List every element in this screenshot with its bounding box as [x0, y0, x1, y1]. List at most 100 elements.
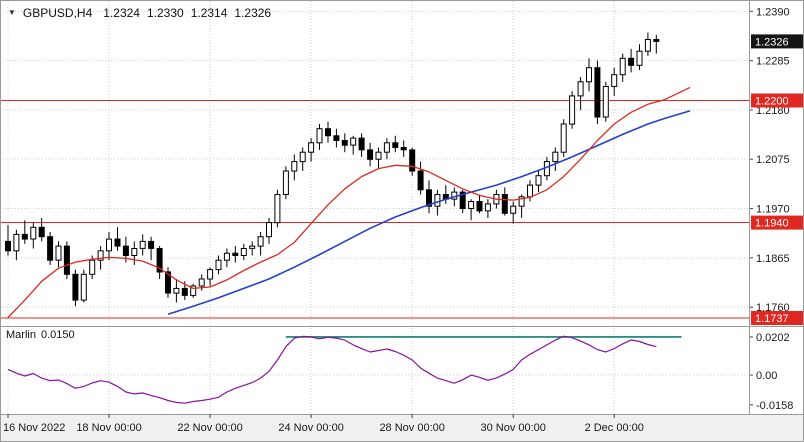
ohlc-high-value: 1.2330 [146, 6, 184, 20]
candle-body [316, 128, 323, 144]
candle-body [207, 269, 214, 280]
ohlc-open-value: 1.2324 [103, 6, 140, 20]
candle-body [257, 236, 264, 247]
candle-body [198, 278, 205, 287]
candle-body [358, 137, 365, 151]
candle-body [122, 245, 129, 257]
ohlc-low-value: 1.2314 [190, 6, 228, 20]
candle-body [426, 189, 432, 207]
candle-body [510, 205, 517, 214]
candle-body [619, 57, 626, 76]
candle-body [308, 142, 315, 153]
time-axis[interactable]: 16 Nov 2022 18 Nov 00:00 22 Nov 00:00 24 No… [3, 414, 644, 434]
candle-body [232, 252, 239, 256]
candle-body [291, 161, 298, 172]
candle-body [13, 233, 20, 252]
price-tick-label: 1.1865 [756, 253, 790, 265]
candle-body [434, 194, 441, 207]
ohlc-close-value: 1.2326 [234, 6, 272, 20]
candle-body [350, 137, 357, 146]
candle-body [325, 128, 331, 137]
candle-body [611, 74, 618, 87]
candle-body [131, 248, 138, 256]
candle-body [535, 175, 542, 186]
candle-body [55, 245, 62, 261]
price-tick-label: 1.2285 [756, 56, 790, 68]
candle-body [156, 248, 163, 273]
level-price-badge-text: 1.1737 [755, 313, 789, 325]
candle-body [552, 151, 559, 163]
candle-body [240, 248, 247, 256]
price-tick-label: 1.2180 [756, 105, 790, 117]
ma-slow-blue-line [167, 110, 691, 315]
time-tick-label: 22 Nov 00:00 [177, 422, 242, 434]
price-tick-label: 1.2075 [756, 154, 790, 166]
indicator-name: Marlin [6, 329, 36, 341]
candle-body [38, 226, 45, 238]
candle-body [47, 236, 54, 261]
candle-body [173, 287, 180, 294]
time-axis-background[interactable] [0, 414, 804, 442]
candle-body [484, 203, 491, 212]
candle-body [181, 287, 188, 296]
candle-body [501, 194, 508, 214]
candle-body [518, 196, 525, 207]
candle-body [628, 57, 635, 66]
candle-body [367, 149, 374, 160]
level-price-badge [751, 93, 803, 108]
candle-body [165, 271, 171, 294]
candle-body [392, 142, 399, 149]
current-price-badge [751, 34, 803, 49]
marlin-oscillator-line [7, 335, 657, 404]
time-tick-label: 30 Nov 00:00 [480, 422, 545, 434]
candle-body [97, 250, 104, 261]
candle-body [527, 184, 533, 198]
price-axis[interactable]: 1.2390 1.2285 1.2180 1.2075 1.1970 1.1865 1.17… [750, 6, 803, 412]
candle-body [341, 140, 348, 146]
candle-body [114, 238, 121, 247]
candle-body [106, 238, 112, 252]
level-price-badge [751, 311, 803, 325]
candle-body [653, 39, 660, 42]
chart-header: ▼ GBPUSD,H4 1.2324 1.2330 1.2314 1.2326 [8, 6, 271, 20]
indicator-tick-label: -0.0158 [756, 400, 793, 412]
candle-body [602, 86, 609, 118]
level-price-badge [751, 215, 803, 230]
candle-body [148, 240, 155, 249]
price-tick-label: 1.1970 [756, 204, 790, 216]
candle-body [400, 147, 407, 151]
candle-body [468, 201, 475, 209]
candle-body [560, 123, 567, 153]
symbol-dropdown-icon[interactable]: ▼ [8, 8, 16, 17]
indicator-tick-label: 0.00 [756, 370, 777, 382]
candle-body [274, 194, 281, 224]
time-tick-label: 28 Nov 00:00 [379, 422, 444, 434]
symbol-timeframe-label: GBPUSD,H4 [22, 6, 93, 20]
candle-body [80, 273, 87, 301]
candle-body [190, 285, 197, 296]
candle-body [636, 50, 643, 66]
candle-body [89, 259, 96, 275]
indicator-tick-label: 0.0202 [756, 332, 790, 344]
candle-body [594, 67, 601, 118]
candle-body [299, 151, 306, 163]
support-resistance-lines [0, 99, 750, 319]
candle-body [409, 149, 416, 172]
candle-body [417, 170, 424, 191]
candle-body [383, 142, 390, 153]
candle-body [644, 39, 651, 52]
time-tick-label: 16 Nov 2022 [3, 422, 65, 434]
candle-body [5, 240, 11, 252]
candle-body [30, 226, 37, 240]
candle-body [459, 191, 466, 210]
candle-body [569, 95, 576, 125]
time-tick-label: 24 Nov 00:00 [278, 422, 343, 434]
time-tick-label: 2 Dec 00:00 [585, 422, 644, 434]
candlesticks [5, 32, 660, 307]
candle-body [139, 240, 146, 249]
candle-body [72, 273, 79, 301]
indicator-label: Marlin 0.0150 [6, 329, 75, 341]
current-price-badge-text: 1.2326 [755, 36, 789, 48]
